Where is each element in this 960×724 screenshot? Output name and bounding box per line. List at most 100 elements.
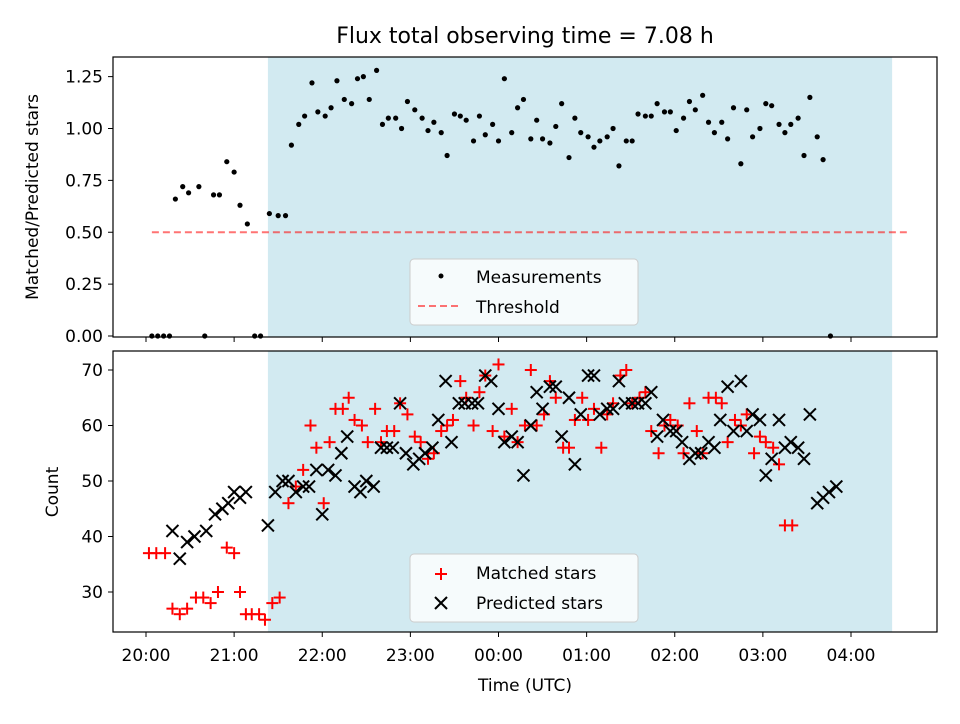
measurement-point [237, 202, 243, 208]
matched-star-point [486, 425, 499, 438]
predicted-star-point [549, 379, 563, 394]
measurement-point [185, 190, 192, 196]
legend-matched-marker [435, 568, 447, 580]
matched-star-point [549, 391, 562, 404]
measurement-point [412, 107, 418, 113]
predicted-star-point [554, 429, 569, 444]
measurement-point [585, 134, 591, 140]
measurement-point [591, 144, 597, 150]
matched-star-point [166, 602, 179, 615]
measurement-point [578, 130, 584, 136]
predicted-star-point [208, 507, 222, 522]
matched-star-point [266, 597, 279, 610]
measurement-point [379, 121, 386, 127]
measurement-point [438, 130, 444, 136]
measurement-point [610, 125, 616, 132]
measurement-point [149, 333, 155, 339]
predicted-star-point [694, 446, 708, 460]
predicted-star-point [600, 402, 614, 416]
measurement-point [514, 105, 521, 111]
predicted-star-point [444, 435, 459, 449]
measurement-point [827, 333, 834, 339]
bottom-xtick-label: 02:00 [650, 646, 699, 666]
matched-star-point [181, 602, 194, 615]
predicted-star-point [221, 496, 235, 510]
measurement-point [749, 134, 756, 140]
matched-star-point [652, 447, 665, 460]
matched-star-point [234, 586, 246, 598]
matched-star-point [639, 386, 652, 399]
bottom-ylabel: Count [43, 466, 63, 517]
predicted-star-point [321, 463, 335, 477]
matched-star-point [361, 436, 374, 449]
measurement-point [425, 127, 431, 134]
measurement-point [553, 123, 559, 130]
predicted-star-point [425, 440, 440, 455]
top-legend: Measurements Threshold [409, 258, 639, 326]
measurement-point [788, 121, 794, 127]
top-ytick-label: 0.50 [65, 223, 103, 243]
predicted-star-point [386, 440, 400, 455]
measurement-point [341, 96, 347, 103]
measurement-point [814, 134, 820, 140]
predicted-star-point [644, 385, 658, 399]
predicted-star-point [745, 407, 760, 422]
predicted-star-point [328, 468, 343, 483]
predicted-star-point [187, 529, 202, 544]
measurement-point [738, 161, 744, 167]
bottom-xlabel: Time (UTC) [477, 676, 572, 696]
predicted-star-point [484, 374, 498, 388]
bottom-ytick-label: 70 [81, 361, 103, 381]
top-ylabel: Matched/Predicted stars [23, 94, 43, 300]
matched-star-point [715, 397, 728, 410]
matched-star-point [748, 447, 761, 460]
measurement-point [820, 157, 826, 163]
matched-star-point [317, 497, 330, 510]
measurement-point [616, 163, 622, 169]
top-ytick-label: 1.25 [65, 68, 103, 88]
measurement-point [559, 101, 565, 107]
measurement-point [360, 74, 366, 80]
measurement-point [244, 221, 250, 227]
measurement-point [705, 119, 712, 125]
measurement-point [349, 101, 355, 107]
matched-star-point [721, 436, 734, 449]
predicted-star-point [289, 485, 303, 499]
measurement-point [366, 96, 372, 103]
matched-star-point [369, 402, 382, 415]
measurement-point [501, 76, 507, 82]
bottom-xtick-label: 21:00 [210, 646, 259, 666]
matched-star-point [740, 408, 753, 421]
bottom-legend: Matched stars Predicted stars [409, 553, 639, 623]
matched-star-point [492, 358, 505, 371]
predicted-star-point [452, 396, 466, 411]
predicted-star-point [587, 368, 601, 383]
predicted-star-point [399, 446, 413, 460]
predicted-star-point [791, 440, 805, 455]
measurement-point [495, 138, 502, 144]
top-ytick-label: 1.00 [65, 120, 103, 140]
measurement-point [275, 213, 281, 219]
measurement-point [635, 111, 641, 117]
measurement-point [470, 138, 477, 144]
bottom-xtick-label: 20:00 [122, 646, 171, 666]
matched-star-point [690, 425, 703, 438]
matched-star-point [297, 463, 310, 476]
predicted-star-point [465, 396, 479, 411]
matched-star-point [159, 547, 172, 560]
predicted-star-point [593, 407, 607, 422]
matched-star-point [773, 458, 786, 471]
predicted-star-point [261, 518, 275, 533]
measurement-point [315, 109, 321, 115]
predicted-star-point [309, 463, 324, 477]
bottom-ytick-label: 40 [81, 528, 103, 548]
matched-star-point [197, 591, 210, 604]
measurement-point [354, 76, 361, 82]
predicted-star-point [516, 468, 531, 483]
measurement-point [680, 115, 687, 121]
bottom-xtick-label: 23:00 [386, 646, 435, 666]
predicted-star-point [353, 485, 368, 499]
measurement-point [566, 154, 572, 161]
matched-star-point [767, 441, 780, 454]
